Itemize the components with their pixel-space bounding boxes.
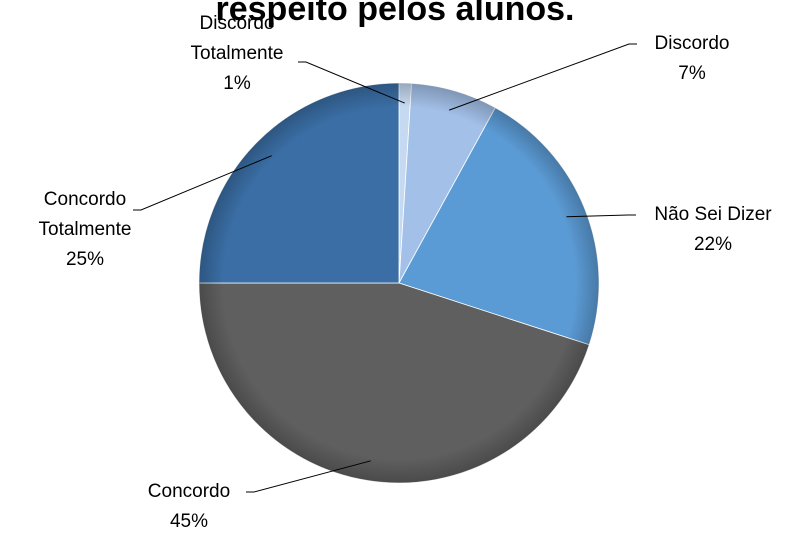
slice-name-label-0-0: Discordo <box>200 13 275 34</box>
slice-name-label-2-0: Não Sei Dizer <box>654 204 772 225</box>
leader-line-3 <box>246 460 371 493</box>
pie-shading <box>199 83 599 483</box>
slice-percent-label-2: 22% <box>694 234 732 255</box>
leader-lines <box>133 43 637 493</box>
leader-line-0 <box>298 61 405 104</box>
leader-line-1 <box>449 43 637 111</box>
slice-percent-label-4: 25% <box>66 249 104 270</box>
chart-title: respeito pelos alunos. <box>216 0 575 28</box>
slice-name-label-4-0: Concordo <box>44 189 126 210</box>
slice-name-label-1-0: Discordo <box>655 33 730 54</box>
leader-line-4 <box>133 155 272 211</box>
slice-name-label-4-1: Totalmente <box>39 219 132 240</box>
slice-name-label-0-1: Totalmente <box>191 43 284 64</box>
slice-labels: Discordo Totalmente 1% Discordo 7% Não Sei Di… <box>39 13 773 532</box>
leader-line-2 <box>566 214 636 218</box>
slice-percent-label-3: 45% <box>170 511 208 532</box>
slice-percent-label-0: 1% <box>223 73 251 94</box>
slice-name-label-3-0: Concordo <box>148 481 230 502</box>
slice-percent-label-1: 7% <box>678 63 706 84</box>
